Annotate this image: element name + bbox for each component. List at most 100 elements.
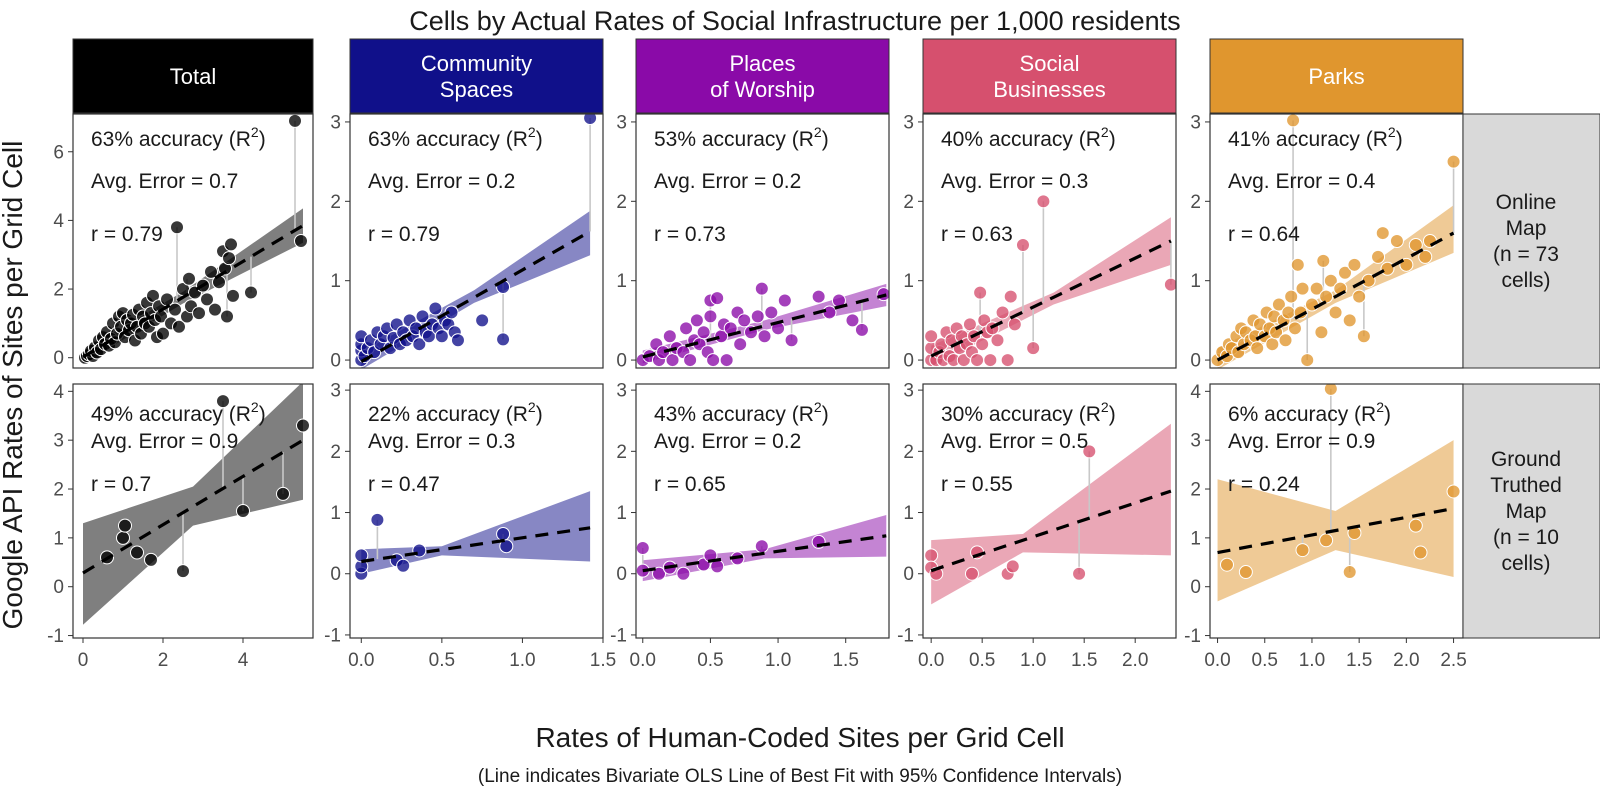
y-tick-label: 0 — [903, 564, 914, 585]
fit-line — [1216, 231, 1455, 362]
confidence-band — [1217, 440, 1454, 602]
data-point — [144, 552, 158, 567]
y-tick-label: 2 — [330, 192, 341, 213]
data-point — [583, 114, 598, 125]
x-tick-label: 1.5 — [1346, 650, 1372, 671]
panel-parks-ground: 6% accuracy (R2) Avg. Error = 0.9 r = 0.24… — [1184, 382, 1467, 671]
data-point — [1323, 384, 1338, 396]
data-point — [1300, 353, 1315, 368]
fit-line — [930, 489, 1172, 573]
x-tick-label: 0 — [78, 650, 89, 671]
data-point — [924, 329, 939, 344]
data-point — [170, 220, 184, 235]
y-tick-label: 2 — [330, 442, 341, 463]
data-point — [1413, 545, 1428, 560]
data-point — [777, 293, 792, 308]
y-tick-label: 2 — [903, 192, 914, 213]
annotation-accuracy: 30% accuracy (R2) — [941, 399, 1116, 426]
y-tick-label: 0 — [903, 351, 914, 372]
data-point — [1304, 297, 1319, 312]
data-point — [1347, 257, 1362, 272]
data-point — [146, 288, 160, 303]
row-strip-label: Map — [1506, 217, 1547, 240]
data-point — [1328, 305, 1343, 320]
panel-border — [349, 383, 604, 639]
annotation-avg-error: Avg. Error = 0.2 — [368, 170, 515, 193]
data-point — [415, 309, 430, 324]
data-point — [216, 394, 230, 409]
data-point — [822, 305, 837, 320]
panel-border — [922, 113, 1177, 369]
data-point — [370, 512, 385, 527]
y-tick-label: 0 — [53, 348, 64, 369]
column-strip-parks: Parks — [1209, 38, 1464, 114]
panel-border — [635, 113, 890, 369]
data-point — [192, 306, 206, 321]
data-point — [737, 313, 752, 328]
row-strip-bg — [1462, 113, 1600, 369]
data-point — [226, 288, 240, 303]
panel-background — [636, 384, 889, 638]
y-tick-label: 0 — [330, 564, 341, 585]
data-point — [434, 329, 449, 344]
confidence-band — [931, 423, 1171, 605]
confidence-band — [83, 384, 303, 625]
data-point — [294, 234, 308, 248]
y-tick-label: 3 — [903, 112, 914, 133]
x-tick-label: 2.0 — [1393, 650, 1419, 671]
row-strip-label: Map — [1506, 500, 1547, 523]
data-point — [412, 337, 427, 352]
data-point — [1219, 557, 1234, 572]
data-point — [1271, 297, 1286, 312]
data-point — [1295, 543, 1310, 558]
data-point — [1250, 341, 1265, 356]
annotation-accuracy: 53% accuracy (R2) — [654, 124, 829, 151]
x-tick-label: 0.5 — [429, 650, 455, 671]
fit-line — [642, 534, 887, 573]
data-point — [450, 333, 465, 348]
data-point — [1278, 333, 1293, 348]
data-point — [118, 518, 132, 533]
data-point — [662, 329, 677, 344]
y-tick-label: 0 — [1190, 577, 1201, 598]
panel-total-online: 63% accuracy (R2) Avg. Error = 0.7 r = 0.7… — [53, 113, 314, 369]
y-tick-label: 3 — [330, 112, 341, 133]
data-point — [1036, 194, 1051, 209]
data-point — [475, 313, 490, 328]
data-point — [1418, 249, 1433, 264]
data-point — [1026, 341, 1041, 356]
data-point — [1005, 559, 1020, 574]
data-point — [1408, 237, 1423, 252]
data-point — [1446, 484, 1461, 499]
data-point — [1319, 533, 1334, 548]
x-tick-label: 1.0 — [1299, 650, 1325, 671]
y-tick-label: -1 — [897, 625, 914, 646]
annotation-r: r = 0.65 — [654, 473, 726, 496]
panel-worship-ground: 43% accuracy (R2) Avg. Error = 0.2 r = 0.6… — [610, 381, 890, 671]
data-point — [719, 353, 734, 368]
data-point — [689, 313, 704, 328]
y-tick-label: 2 — [1190, 192, 1201, 213]
data-point — [1163, 277, 1176, 292]
y-tick-label: 1 — [1190, 528, 1201, 549]
column-strip-label: of Worship — [710, 77, 815, 102]
x-tick-label: 1.0 — [1020, 650, 1046, 671]
data-point — [496, 332, 511, 347]
data-point — [1290, 257, 1305, 272]
data-point — [1072, 566, 1087, 581]
data-point — [854, 322, 869, 337]
data-point — [224, 237, 238, 252]
annotation-avg-error: Avg. Error = 0.7 — [91, 170, 238, 193]
y-tick-label: 3 — [53, 431, 64, 452]
fit-line — [1217, 506, 1454, 555]
data-point — [1295, 281, 1310, 296]
row-strip-label: cells) — [1501, 552, 1550, 575]
x-tick-label: 1.5 — [832, 650, 858, 671]
x-axis-label: Rates of Human-Coded Sites per Grid Cell — [535, 722, 1064, 753]
panel-community-ground: 22% accuracy (R2) Avg. Error = 0.3 r = 0.4… — [324, 381, 616, 671]
x-tick-label: 1.0 — [509, 650, 535, 671]
data-point — [1238, 565, 1253, 580]
y-tick-label: 4 — [53, 211, 64, 232]
fit-line — [642, 293, 887, 359]
annotation-avg-error: Avg. Error = 0.3 — [368, 430, 515, 453]
